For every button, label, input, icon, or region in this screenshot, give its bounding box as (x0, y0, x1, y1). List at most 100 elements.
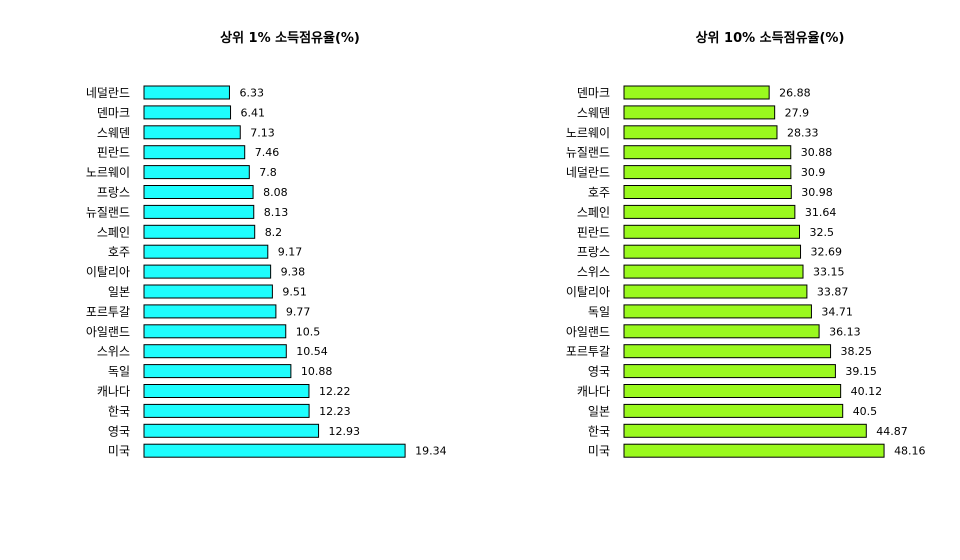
category-label: 핀란드 (577, 225, 610, 239)
category-label: 네덜란드 (566, 166, 610, 180)
bar (143, 384, 310, 398)
value-label: 6.41 (241, 106, 266, 119)
category-label: 미국 (588, 444, 610, 458)
category-label: 노르웨이 (86, 166, 130, 180)
bar (143, 324, 287, 339)
value-label: 10.88 (301, 365, 333, 378)
bar (143, 284, 273, 299)
bar (143, 364, 292, 379)
category-label: 아일랜드 (86, 325, 130, 339)
chart-title-top1: 상위 1% 소득점유율(%) (220, 30, 360, 46)
value-label: 30.98 (801, 186, 833, 199)
category-label: 프랑스 (577, 245, 610, 259)
value-label: 9.77 (286, 305, 311, 318)
category-label: 프랑스 (97, 186, 130, 200)
bar (623, 185, 792, 199)
value-label: 40.12 (851, 385, 883, 398)
value-label: 6.33 (239, 87, 264, 100)
value-label: 48.16 (894, 445, 926, 458)
bar (143, 344, 287, 359)
bar (143, 145, 246, 160)
category-label: 호주 (108, 245, 130, 259)
bar (623, 165, 792, 180)
chart-title-top10: 상위 10% 소득점유율(%) (696, 30, 845, 46)
bar (623, 224, 800, 239)
bar (143, 204, 255, 219)
value-label: 31.64 (805, 206, 837, 219)
bar (623, 145, 792, 160)
value-label: 30.9 (801, 166, 826, 179)
bar (143, 224, 256, 239)
value-label: 33.15 (813, 266, 845, 279)
value-label: 7.13 (250, 126, 275, 139)
value-label: 9.17 (278, 246, 303, 259)
category-label: 네덜란드 (86, 86, 130, 100)
category-label: 포르투갈 (86, 305, 130, 319)
bar (623, 443, 885, 458)
panel-top10: 덴마크 26.88 스웨덴 27.9 노르웨이 28.33 뉴질랜드 30.88 네덜란드 30.… (566, 85, 926, 458)
bar (143, 264, 272, 279)
bar (143, 304, 277, 319)
value-label: 12.93 (329, 425, 361, 438)
value-label: 44.87 (876, 425, 908, 438)
bar (143, 165, 250, 180)
value-label: 10.5 (296, 325, 321, 338)
bar (623, 244, 802, 259)
bar (623, 364, 836, 379)
category-label: 뉴질랜드 (86, 205, 130, 219)
category-label: 이탈리아 (86, 265, 130, 279)
category-label: 스위스 (577, 265, 610, 279)
category-label: 캐나다 (577, 385, 610, 399)
bar (623, 324, 820, 339)
bar (623, 125, 778, 140)
value-label: 34.71 (821, 305, 853, 318)
value-label: 12.23 (319, 405, 351, 418)
category-label: 한국 (108, 404, 130, 418)
category-label: 포르투갈 (566, 345, 610, 359)
value-label: 36.13 (829, 325, 861, 338)
category-label: 아일랜드 (566, 325, 610, 339)
bar (143, 244, 269, 259)
bar (623, 344, 832, 359)
value-label: 8.08 (263, 186, 288, 199)
value-label: 10.54 (296, 345, 328, 358)
category-label: 덴마크 (577, 86, 610, 100)
category-label: 한국 (588, 424, 610, 438)
category-label: 뉴질랜드 (566, 146, 610, 160)
category-label: 독일 (588, 305, 610, 319)
value-label: 26.88 (779, 87, 811, 100)
bar (143, 185, 254, 199)
category-label: 호주 (588, 186, 610, 200)
category-label: 스웨덴 (97, 126, 130, 140)
bar (623, 204, 796, 219)
bar (623, 284, 808, 299)
bar (143, 125, 241, 140)
bar (623, 423, 867, 438)
bar (623, 403, 844, 418)
value-label: 30.88 (801, 146, 833, 159)
value-label: 7.8 (259, 166, 277, 179)
bar (623, 85, 770, 100)
bar (143, 443, 406, 458)
category-label: 영국 (108, 424, 130, 438)
category-label: 일본 (588, 404, 610, 418)
category-label: 일본 (108, 285, 130, 299)
value-label: 9.51 (282, 286, 307, 299)
bar (623, 105, 776, 120)
panel-top1: 네덜란드 6.33 덴마크 6.41 스웨덴 7.13 핀란드 7.46 노르웨이 7.8 프랑스 8… (86, 85, 447, 458)
category-label: 스페인 (577, 205, 610, 219)
bar (623, 384, 842, 398)
category-label: 핀란드 (97, 146, 130, 160)
category-label: 미국 (108, 444, 130, 458)
bar (143, 105, 232, 120)
category-label: 이탈리아 (566, 285, 610, 299)
category-label: 영국 (588, 365, 610, 379)
value-label: 33.87 (817, 286, 849, 299)
bar (623, 304, 812, 319)
value-label: 32.69 (811, 246, 843, 259)
category-label: 독일 (108, 365, 130, 379)
category-label: 캐나다 (97, 385, 130, 399)
category-label: 스웨덴 (577, 106, 610, 120)
